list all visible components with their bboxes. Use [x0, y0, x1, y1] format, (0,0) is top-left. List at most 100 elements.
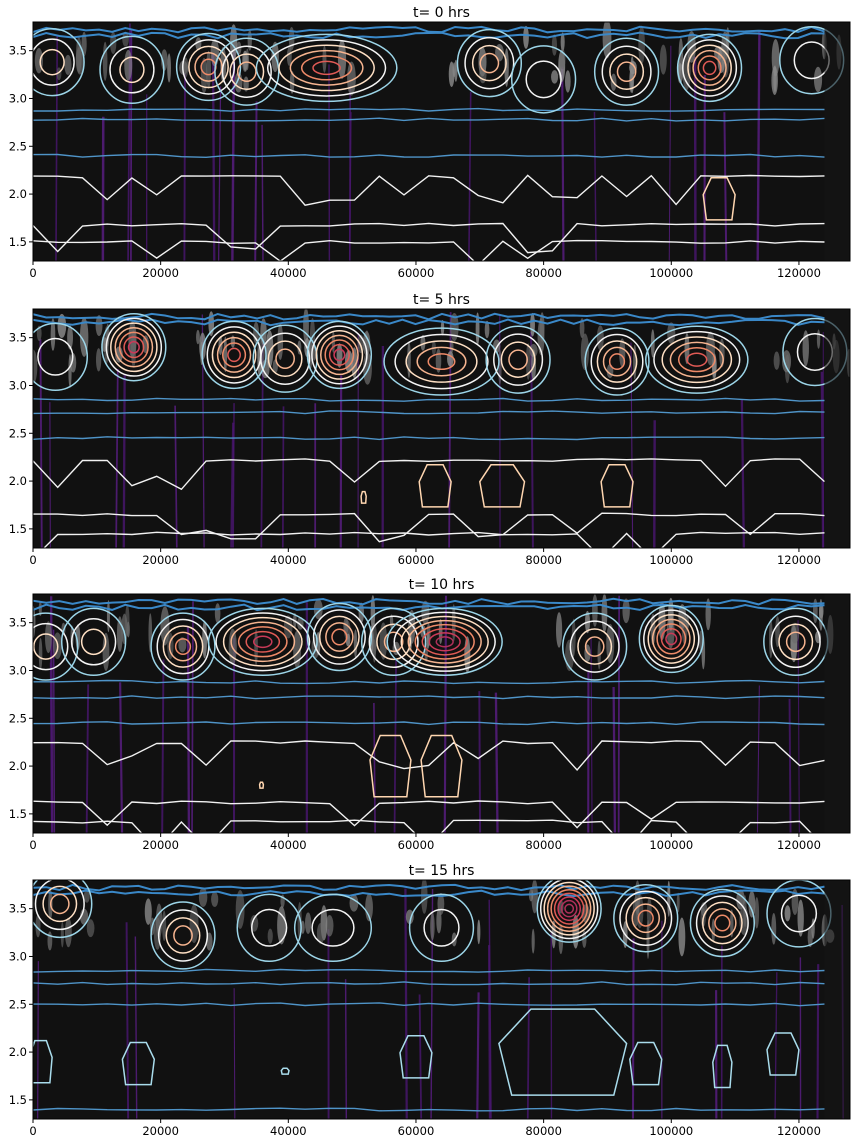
cell-contour [493, 333, 544, 386]
convective-cell [456, 28, 523, 98]
x-tick-label: 60000 [398, 553, 435, 567]
vapor-streak [478, 691, 482, 833]
cloud-blob [38, 601, 42, 617]
cloud-blob [267, 928, 273, 944]
y-tick-label: 1.5 [9, 235, 27, 249]
cell-contour [207, 607, 318, 677]
cloud-blob [405, 909, 414, 925]
x-tick-label: 0 [29, 838, 36, 852]
lower-cell-contour [258, 781, 265, 789]
cell-contour [114, 326, 154, 368]
cell-contour [39, 48, 65, 76]
vapor-streak [797, 620, 800, 833]
cell-contour [631, 903, 661, 934]
cloud-blob [47, 931, 53, 951]
cloud-blob [195, 37, 202, 51]
upper-blue-band [33, 318, 825, 327]
cell-contour [400, 615, 489, 668]
cell-contour [360, 607, 427, 677]
cell-contour [785, 631, 806, 653]
y-tick-label: 3.0 [9, 378, 27, 392]
panel-t10: t= 10 hrs 0 20000 40000 60000 80000 100000 1200… [9, 577, 851, 852]
cloud-blob [353, 629, 358, 658]
y-tick-label: 2.0 [9, 1045, 27, 1059]
cell-contour [162, 625, 204, 668]
cloud-blob [316, 922, 325, 944]
cloud-blob [211, 891, 219, 907]
cell-contour [428, 632, 461, 652]
cloud-blob [447, 351, 454, 367]
vapor-streak [344, 979, 348, 1119]
plot-area [33, 22, 850, 261]
cloud-blob [606, 623, 615, 664]
convective-cell [236, 893, 302, 963]
convective-cell [638, 604, 704, 674]
cell-contour [619, 890, 673, 947]
cell-contour [702, 60, 717, 76]
cell-contour [293, 893, 373, 963]
cell-contour [677, 347, 716, 373]
cloud-blob [790, 622, 800, 644]
x-tick-label: 100000 [649, 1124, 693, 1138]
cloud-blob [602, 22, 612, 59]
cell-contour [550, 889, 588, 929]
cloud-blob [551, 34, 558, 56]
cell-contour [312, 60, 341, 76]
cloud-blob [254, 629, 258, 666]
upper-blue-band [33, 889, 825, 898]
cell-contour [560, 899, 578, 918]
cloud-blob [802, 330, 809, 367]
cell-contour [625, 896, 667, 940]
blue-contour-line [33, 410, 825, 415]
blue-contour-line [33, 397, 825, 402]
cell-contour [471, 44, 507, 82]
lower-cell-contour [399, 1035, 433, 1079]
cloud-blob [370, 595, 376, 631]
lower-cell-contour [360, 490, 367, 504]
cloud-blob [475, 312, 480, 346]
vapor-streak [393, 659, 397, 833]
cloud-blob [523, 25, 529, 49]
cloud-blob [365, 893, 373, 922]
cell-contour [260, 332, 311, 385]
convective-cell [306, 602, 373, 672]
x-tick-label: 120000 [777, 838, 821, 852]
cell-contour [665, 632, 678, 646]
lower-cell-contour [629, 1041, 663, 1086]
x-tick-label: 100000 [649, 553, 693, 567]
x-tick-label: 40000 [270, 266, 307, 280]
x-tick-label: 0 [29, 266, 36, 280]
cloud-blob [122, 31, 129, 47]
cloud-blob [325, 915, 334, 937]
cloud-blob [539, 312, 545, 342]
cell-contour [553, 892, 585, 925]
blue-contour-line [33, 679, 825, 685]
edge-band [824, 594, 850, 833]
y-tick-label: 3.0 [9, 91, 27, 105]
vapor-streak [612, 687, 617, 833]
cloud-blob [638, 25, 645, 65]
cell-contour [608, 353, 626, 371]
cell-contour [643, 609, 700, 669]
vapor-streak [373, 702, 376, 833]
cloud-blob [83, 889, 90, 903]
cloud-blob [558, 924, 564, 955]
blue-contour-line [33, 968, 825, 973]
cloud-blob [241, 50, 249, 73]
vapor-streak [233, 988, 236, 1119]
blue-contour-line [33, 153, 825, 159]
y-tick-label: 3.5 [9, 902, 27, 916]
cell-contour [590, 333, 644, 390]
cloud-blob [430, 912, 435, 941]
cloud-blob [666, 614, 675, 649]
cell-contour [325, 622, 354, 652]
lower-cell-contour [702, 177, 736, 221]
cloud-blob [86, 919, 95, 938]
axes-frame [32, 308, 851, 549]
cell-contour [697, 55, 722, 81]
white-contour-line [33, 222, 825, 254]
cell-contour [543, 881, 595, 936]
vapor-streak [119, 682, 124, 833]
cell-contour [175, 32, 242, 102]
y-tick-label: 3.5 [9, 44, 27, 58]
